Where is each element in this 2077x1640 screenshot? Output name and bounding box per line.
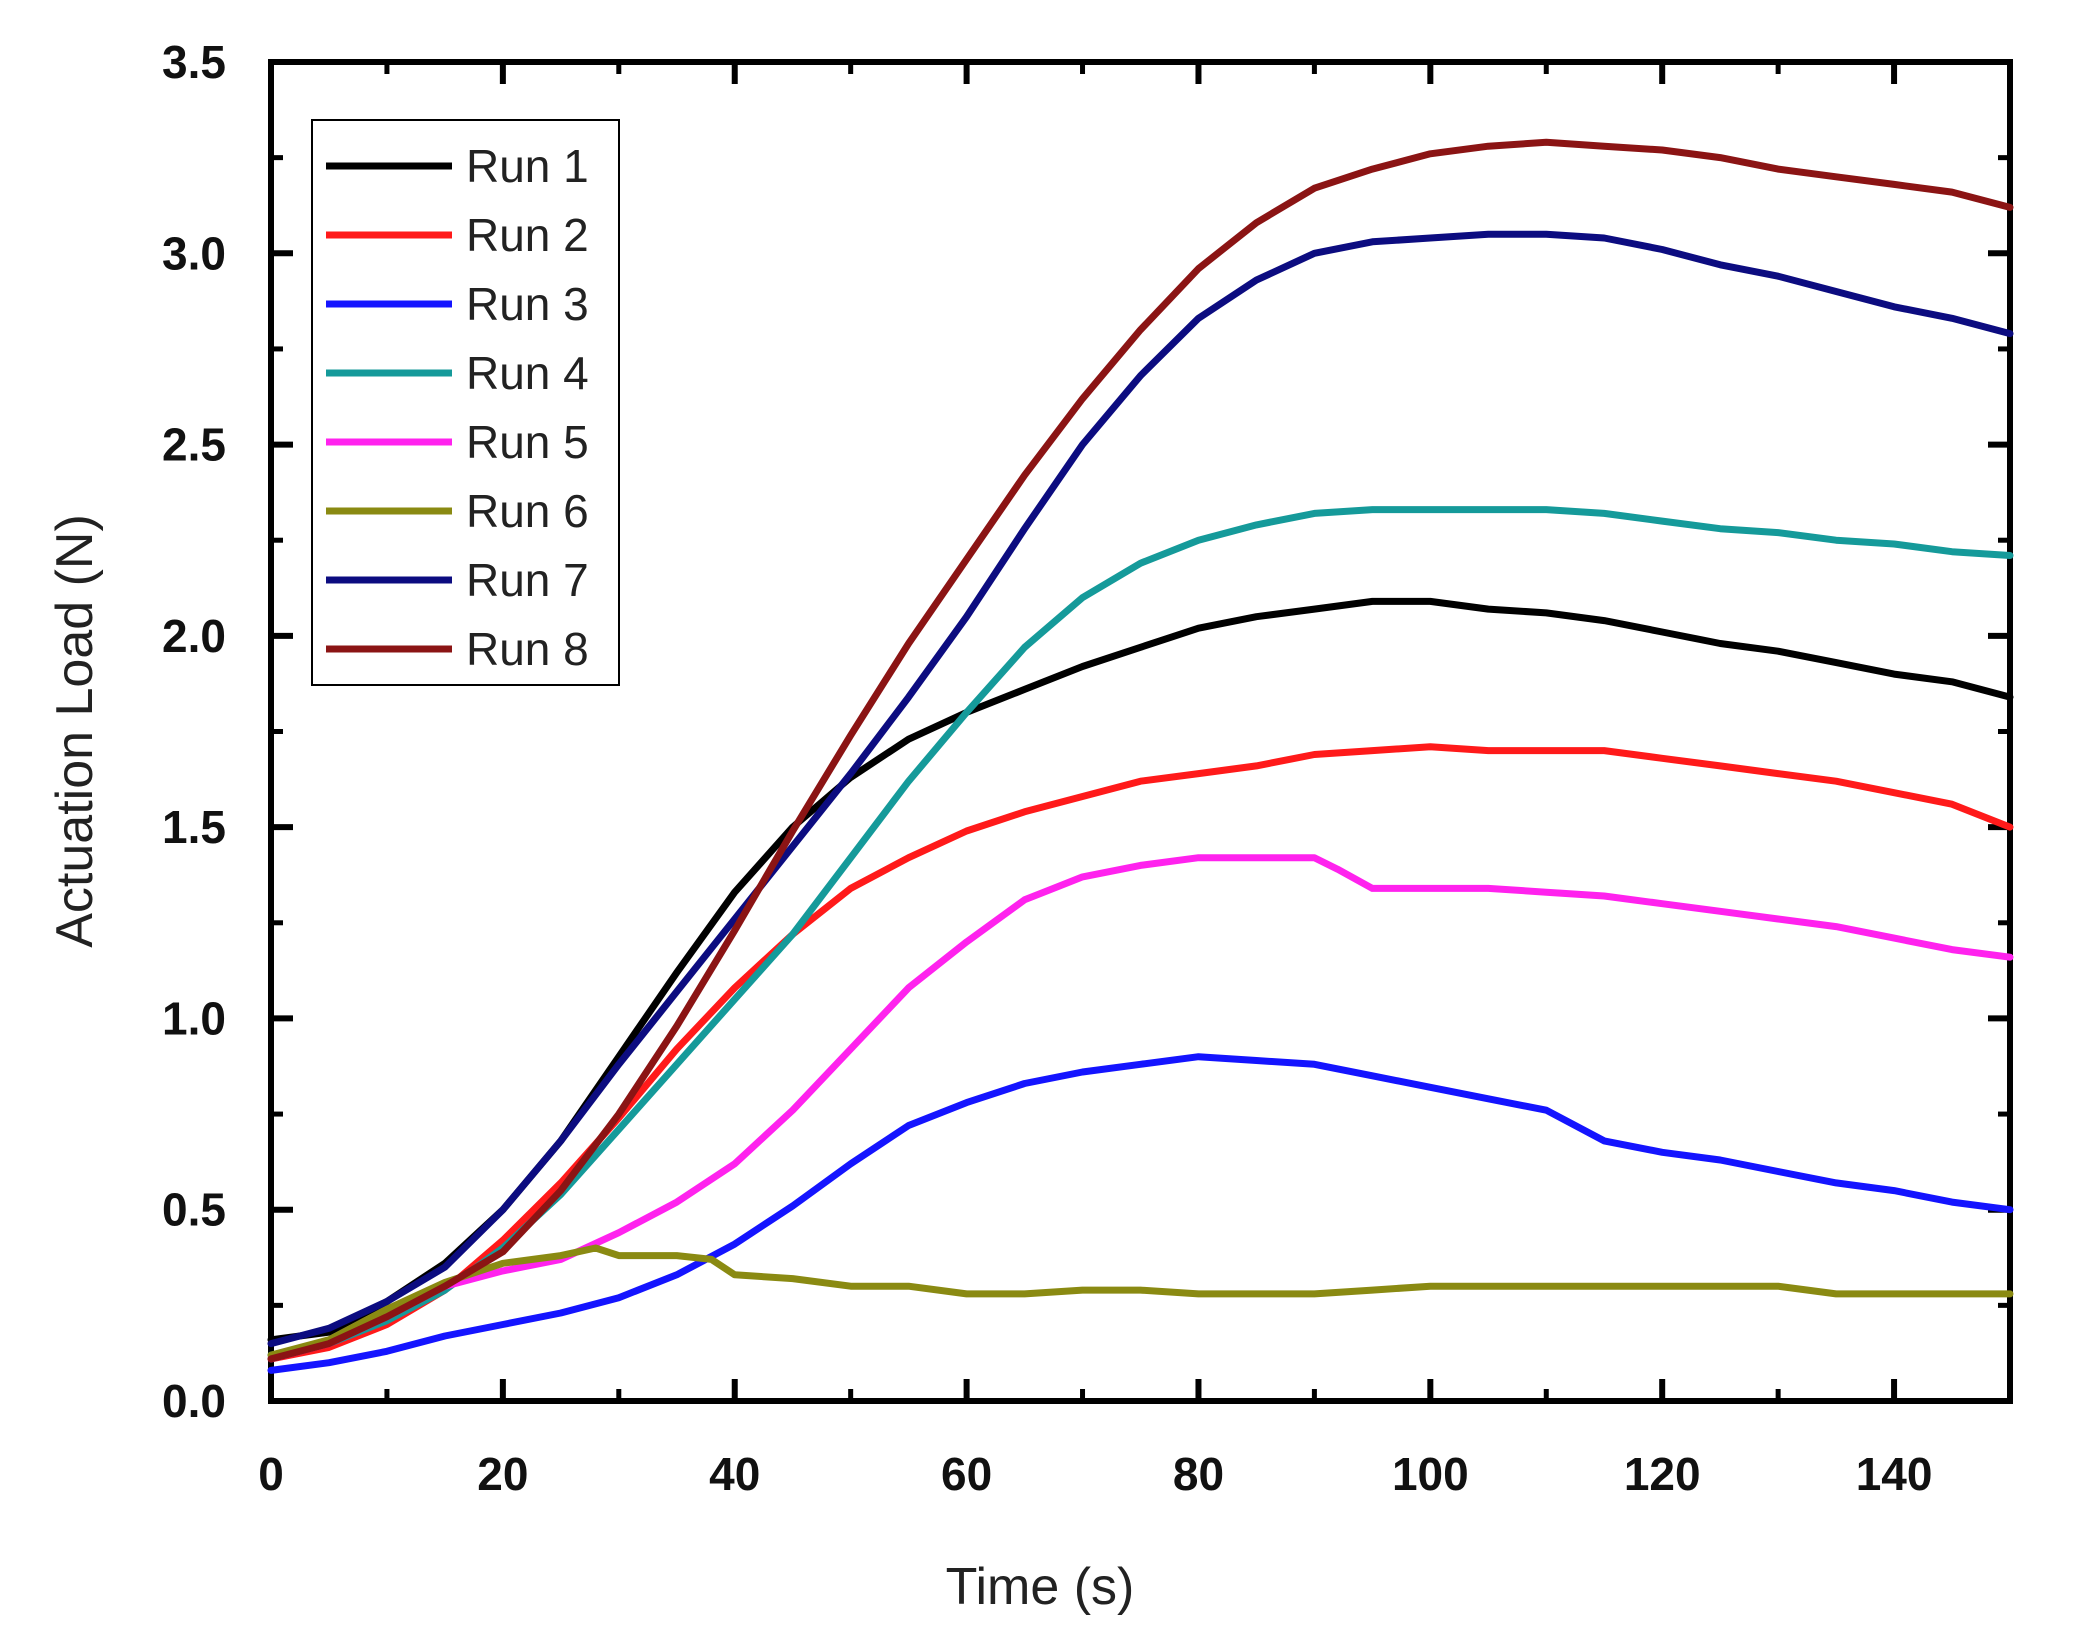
x-tick-label: 140 bbox=[1856, 1448, 1933, 1500]
legend-label: Run 7 bbox=[466, 554, 589, 606]
series-line-run-7 bbox=[267, 230, 2014, 1348]
x-tick-label: 40 bbox=[709, 1448, 760, 1500]
series-line-run-1 bbox=[267, 597, 2014, 1344]
legend-label: Run 6 bbox=[466, 485, 589, 537]
legend-label: Run 2 bbox=[466, 209, 589, 261]
y-tick-label: 2.5 bbox=[162, 419, 226, 471]
legend-label: Run 8 bbox=[466, 623, 589, 675]
legend-box bbox=[311, 119, 620, 686]
ticks-layer: 0 20 40 60 80 100 120 140 0.0 0.5 1.0 1.5 2.0 2.5 3.0 3… bbox=[162, 36, 2010, 1500]
y-tick-label: 1.0 bbox=[162, 992, 226, 1044]
series-line-run-3 bbox=[267, 1053, 2014, 1374]
legend-label: Run 1 bbox=[466, 140, 589, 192]
y-tick-label: 0.0 bbox=[162, 1375, 226, 1427]
y-axis-title: Actuation Load (N) bbox=[46, 514, 104, 948]
x-tick-label: 120 bbox=[1624, 1448, 1701, 1500]
y-tick-label: 0.5 bbox=[162, 1184, 226, 1236]
x-tick-label: 60 bbox=[941, 1448, 992, 1500]
series-line-run-8 bbox=[267, 138, 2014, 1363]
y-tick-label: 3.5 bbox=[162, 36, 226, 88]
x-tick-label: 100 bbox=[1392, 1448, 1469, 1500]
y-tick-label: 2.0 bbox=[162, 610, 226, 662]
x-axis-title: Time (s) bbox=[946, 1558, 1135, 1616]
x-tick-label: 20 bbox=[477, 1448, 528, 1500]
legend: Run 1 Run 2 Run 3 Run 4 Run 5 Run 6 Run 7 Run 8 bbox=[311, 119, 620, 686]
series-line-run-2 bbox=[267, 743, 2014, 1363]
x-tick-label: 80 bbox=[1173, 1448, 1224, 1500]
x-tick-label: 0 bbox=[258, 1448, 284, 1500]
legend-label: Run 5 bbox=[466, 416, 589, 468]
series-line-run-6 bbox=[267, 1244, 2014, 1359]
y-tick-label: 1.5 bbox=[162, 801, 226, 853]
legend-label: Run 3 bbox=[466, 278, 589, 330]
series-lines bbox=[267, 138, 2014, 1374]
y-tick-label: 3.0 bbox=[162, 227, 226, 279]
legend-label: Run 4 bbox=[466, 347, 589, 399]
